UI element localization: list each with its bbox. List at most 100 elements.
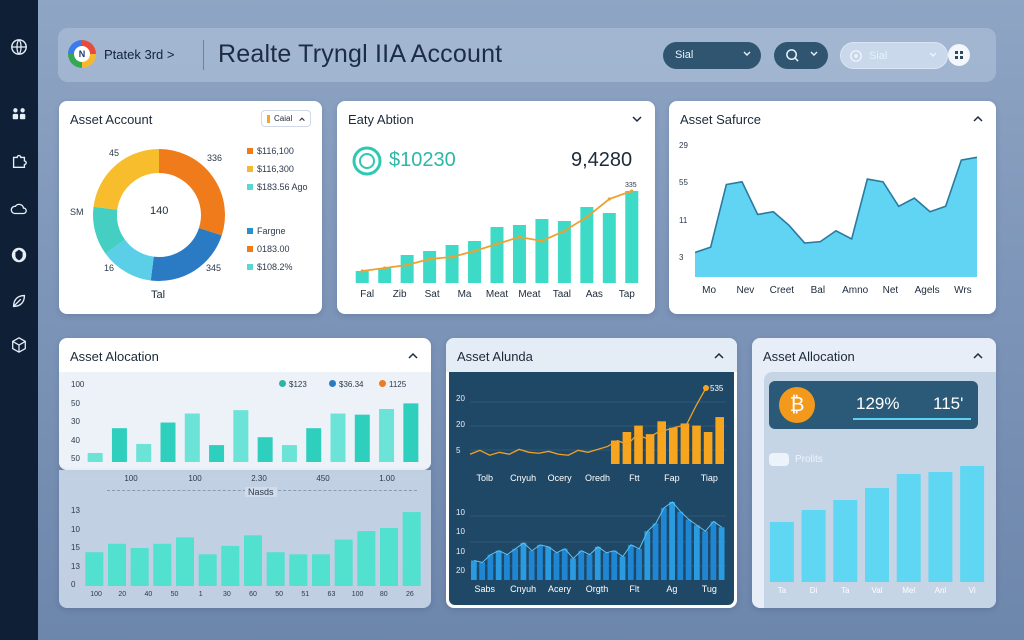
- alloc-bottom-bar-5[interactable]: [198, 554, 217, 586]
- alunda-blue-bar-28[interactable]: [702, 531, 708, 580]
- alunda-blue-bar-2[interactable]: [487, 554, 494, 580]
- right-bar-3[interactable]: [865, 488, 889, 582]
- right-bar-5[interactable]: [928, 472, 953, 582]
- eaty-bar-3[interactable]: [423, 251, 437, 283]
- alloc-bottom-bar-4[interactable]: [176, 537, 194, 586]
- alunda-blue-bar-25[interactable]: [677, 511, 684, 580]
- donut-slice-4[interactable]: [93, 149, 160, 211]
- alloc-bottom-bar-1[interactable]: [108, 543, 126, 586]
- alloc-top-bar-4[interactable]: [184, 413, 200, 462]
- alunda-blue-bar-4[interactable]: [504, 554, 510, 580]
- eaty-bar-1[interactable]: [378, 268, 392, 283]
- alunda-blue-bar-19[interactable]: [627, 544, 634, 580]
- alunda-blue-bar-7[interactable]: [528, 550, 535, 580]
- eaty-bar-4[interactable]: [445, 245, 459, 283]
- alunda-blue-bar-27[interactable]: [693, 525, 700, 580]
- eaty-bar-7[interactable]: [512, 225, 526, 283]
- alloc-top-bar-12[interactable]: [379, 409, 395, 462]
- alloc-top-bar-3[interactable]: [160, 422, 176, 462]
- alunda-orange-bar-0[interactable]: [611, 440, 620, 464]
- eaty-bar-5[interactable]: [468, 241, 482, 283]
- eaty-bar-0[interactable]: [355, 271, 369, 283]
- puzzle-icon[interactable]: [8, 150, 30, 172]
- team-icon[interactable]: [8, 102, 30, 124]
- alloc-bottom-bar-9[interactable]: [289, 554, 308, 586]
- search-dropdown[interactable]: [774, 42, 828, 69]
- alunda-blue-bar-29[interactable]: [710, 521, 717, 580]
- alloc-bottom-bar-8[interactable]: [266, 552, 285, 586]
- donut-slice-3[interactable]: [93, 206, 126, 254]
- alunda-blue-bar-24[interactable]: [669, 501, 675, 580]
- alunda-blue-bar-23[interactable]: [660, 507, 667, 580]
- alunda-orange-bar-9[interactable]: [715, 417, 724, 464]
- donut-slice-2[interactable]: [105, 239, 155, 281]
- alloc-bottom-bar-3[interactable]: [153, 543, 172, 586]
- eaty-bar-8[interactable]: [535, 219, 549, 283]
- alunda-blue-bar-5[interactable]: [512, 548, 519, 580]
- eaty-bar-11[interactable]: [602, 213, 616, 283]
- alunda-blue-bar-30[interactable]: [718, 527, 725, 580]
- alunda-blue-bar-18[interactable]: [619, 556, 626, 580]
- alunda-blue-bar-13[interactable]: [578, 550, 585, 580]
- eaty-bar-12[interactable]: [625, 191, 639, 283]
- alloc-top-bar-11[interactable]: [354, 414, 370, 462]
- alloc-top-bar-1[interactable]: [111, 428, 127, 462]
- alloc-bottom-bar-10[interactable]: [312, 554, 330, 586]
- alunda-orange-bar-1[interactable]: [622, 432, 632, 464]
- alunda-blue-bar-11[interactable]: [561, 548, 568, 580]
- alloc-top-bar-5[interactable]: [209, 445, 225, 462]
- alunda-orange-bar-3[interactable]: [645, 434, 655, 464]
- alunda-blue-bar-12[interactable]: [570, 558, 576, 580]
- alloc-top-bar-10[interactable]: [330, 413, 346, 462]
- alunda-blue-bar-6[interactable]: [520, 542, 527, 580]
- alunda-blue-bar-10[interactable]: [553, 552, 560, 580]
- alunda-blue-bar-20[interactable]: [636, 548, 642, 580]
- profits-toggle[interactable]: [769, 453, 789, 466]
- alunda-blue-bar-9[interactable]: [545, 546, 552, 580]
- period-select[interactable]: Caial: [261, 110, 311, 127]
- eaty-bar-2[interactable]: [400, 255, 414, 283]
- chevron-up-icon[interactable]: [972, 113, 984, 125]
- alloc-bottom-bar-6[interactable]: [221, 545, 240, 586]
- alloc-bottom-bar-2[interactable]: [130, 548, 149, 586]
- alunda-orange-bar-5[interactable]: [669, 427, 678, 464]
- cube-icon[interactable]: [8, 334, 30, 356]
- alunda-blue-bar-1[interactable]: [479, 562, 486, 580]
- alloc-top-bar-6[interactable]: [233, 410, 249, 462]
- right-bar-4[interactable]: [896, 474, 921, 582]
- breadcrumb[interactable]: Ptatek 3rd >: [104, 47, 175, 62]
- alunda-blue-bar-16[interactable]: [603, 552, 609, 580]
- filter-dropdown[interactable]: Sial: [663, 42, 761, 69]
- alloc-top-bar-8[interactable]: [281, 445, 297, 462]
- eaty-bar-9[interactable]: [557, 221, 571, 283]
- globe-icon[interactable]: [8, 36, 30, 58]
- cloud-icon[interactable]: [8, 198, 30, 220]
- alloc-top-bar-13[interactable]: [403, 403, 419, 462]
- alunda-orange-bar-7[interactable]: [692, 425, 701, 464]
- chevron-up-icon[interactable]: [713, 350, 725, 362]
- crypto-summary[interactable]: ₿ 129% 115': [769, 381, 978, 429]
- right-bar-6[interactable]: [960, 466, 985, 582]
- chevron-up-icon[interactable]: [972, 350, 984, 362]
- status-dropdown[interactable]: Sial: [840, 42, 948, 69]
- alloc-bottom-bar-0[interactable]: [85, 552, 104, 586]
- alloc-top-bar-2[interactable]: [136, 443, 152, 462]
- alunda-blue-bar-21[interactable]: [644, 531, 651, 580]
- right-bar-2[interactable]: [833, 500, 858, 582]
- alloc-bottom-bar-13[interactable]: [380, 527, 398, 586]
- alloc-top-bar-0[interactable]: [87, 452, 103, 462]
- chevron-down-icon[interactable]: [631, 113, 643, 125]
- alunda-blue-bar-0[interactable]: [471, 560, 477, 580]
- shield-icon[interactable]: [8, 244, 30, 266]
- right-bar-1[interactable]: [801, 510, 826, 582]
- eaty-bar-6[interactable]: [490, 227, 504, 283]
- alunda-blue-bar-3[interactable]: [495, 550, 502, 580]
- donut-slice-1[interactable]: [150, 227, 222, 281]
- help-button[interactable]: i: [948, 44, 970, 66]
- alunda-blue-bar-17[interactable]: [611, 550, 618, 580]
- alloc-bottom-bar-7[interactable]: [244, 535, 262, 586]
- chevron-up-icon[interactable]: [407, 350, 419, 362]
- alunda-blue-bar-15[interactable]: [594, 546, 601, 580]
- alloc-bottom-bar-11[interactable]: [334, 539, 353, 586]
- alloc-bottom-bar-12[interactable]: [357, 531, 376, 586]
